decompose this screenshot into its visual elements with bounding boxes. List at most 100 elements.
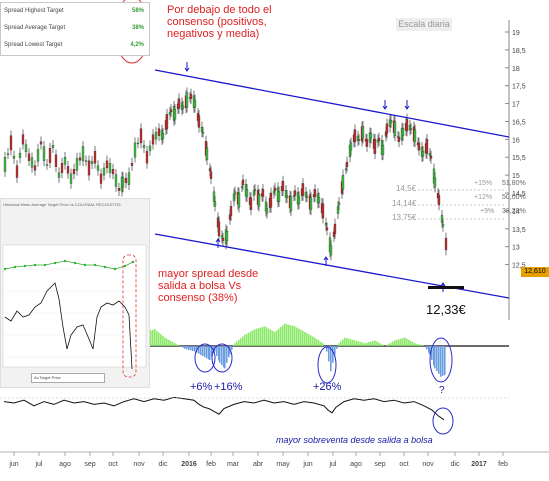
spread-bar [208,346,210,360]
candle-body [393,121,397,136]
candle-body [229,205,233,216]
candle-body [413,129,417,142]
spread-bar [310,335,312,346]
spread-bar [338,343,340,346]
spread-bar [282,325,284,346]
spread-peak-ellipse [317,346,337,384]
spread-bar [402,338,404,346]
spread-bar [236,341,238,346]
price-axis-tick-label: 17 [512,102,520,109]
candle-body [161,133,165,139]
candle-body [173,109,177,120]
price-axis-tick-label: 14,5 [512,191,526,198]
spread-bar [234,343,236,346]
spread-bar [382,344,384,346]
spread-bar [174,343,176,346]
spread-bar [209,346,211,360]
spread-bar [186,346,188,350]
spread-bar [414,343,416,346]
candle-body [353,129,357,142]
candle-body [444,237,448,251]
candle-body [27,153,31,161]
price-axis-tick-label: 13 [512,245,520,252]
inset-target-point [73,261,77,265]
fib-level-label: 51,80% [502,180,526,187]
spread-bar [400,338,402,346]
candle-body [425,139,429,154]
spread-row-label: Spread Highest Target [4,8,64,14]
candle-body [142,145,146,148]
candle-body [429,155,433,159]
candle-body [401,128,405,136]
spread-bar [390,342,392,346]
candle-body [293,190,297,196]
candle-body [18,152,22,158]
candle-body [93,151,97,164]
spread-bar [426,346,428,350]
candle-body [301,183,305,196]
candle-body [281,180,285,191]
spread-bar [266,327,268,346]
candle-body [205,147,209,160]
spread-bar [438,346,440,374]
spread-bar [248,332,250,346]
spread-bar [290,325,292,346]
target-price-label: 14,5€ [396,184,417,193]
time-axis-tick-label: oct [399,461,408,468]
time-axis-tick-label: nov [422,461,434,468]
spread-bar [224,346,226,369]
candle-body [325,227,329,231]
spread-bar [228,346,230,358]
candle-body [157,128,161,136]
spread-bar [444,346,446,375]
last-price-marker [428,286,464,289]
candle-body [245,189,249,197]
candle-body [148,145,152,151]
candle-body [96,165,100,171]
candle-body [48,148,52,163]
spread-bar [386,344,388,346]
candle-body [15,165,19,178]
candle-body [441,223,445,227]
candle-body [177,98,181,109]
spread-bar [274,332,276,346]
candle-body [36,149,40,162]
spread-bar [344,337,346,346]
spread-bar [416,343,418,346]
spread-bar [272,330,274,346]
candle-body [33,165,37,171]
time-axis-tick-label: oct [108,461,117,468]
time-axis-tick-label: 2016 [181,461,197,468]
spread-summary-table: Spread Highest Target 58% Spread Average… [0,2,150,56]
spread-bar [150,330,152,346]
inset-target-point [123,264,127,268]
inset-target-point [103,265,107,269]
candle-body [193,99,197,108]
spread-bar [204,346,206,358]
spread-bar [252,330,254,346]
candle-body [369,133,373,139]
spread-bar [254,329,256,346]
candle-body [105,160,109,169]
oversold-ellipse [432,407,454,435]
candle-body [317,197,321,203]
candle-body [225,231,229,241]
candle-body [139,128,143,144]
candle-body [313,189,317,197]
spread-bar [354,340,356,346]
candle-body [417,142,421,151]
candle-body [345,161,349,167]
candle-body [261,189,265,197]
spread-bar [264,326,266,346]
time-axis-tick-label: dic [451,461,460,468]
candle-body [409,128,413,130]
last-price-label: 12,33€ [426,302,466,317]
spread-bar [223,346,225,368]
inset-target-point [131,260,135,264]
spread-bar [292,325,294,346]
spread-bar [412,342,414,346]
spread-row-value: 58% [131,8,144,14]
inset-target-line [4,260,134,270]
candle-body [377,138,381,141]
spread-bar [388,343,390,346]
